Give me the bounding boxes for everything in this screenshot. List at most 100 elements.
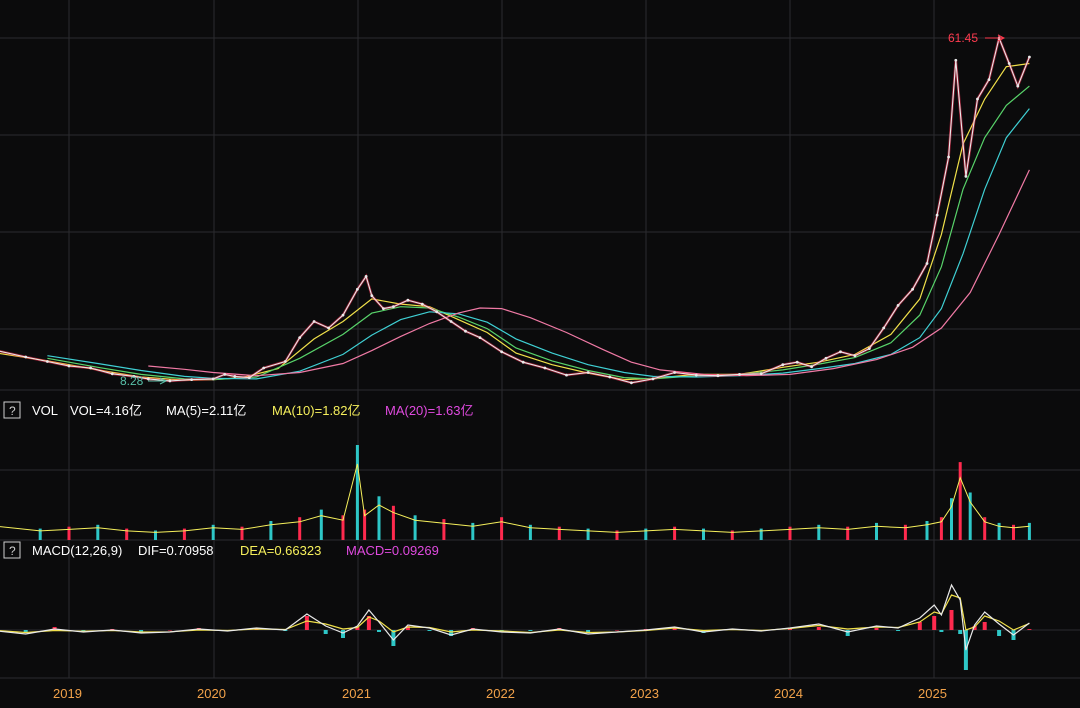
volume-bar (983, 517, 987, 540)
volume-bar (67, 526, 71, 540)
question-icon[interactable]: ? (9, 404, 16, 418)
macd-histogram-bar (615, 630, 619, 631)
price-point (651, 377, 655, 381)
volume-bar (182, 528, 186, 540)
macd-histogram-bar (949, 610, 954, 630)
price-point (382, 307, 385, 310)
macd-histogram-bar (958, 630, 963, 634)
price-point (810, 365, 813, 369)
macd-histogram-bar (377, 630, 381, 632)
macd-dif: DIF=0.70958 (138, 543, 214, 558)
macd-dif-line (0, 583, 1030, 651)
x-tick-label: 2025 (918, 686, 947, 701)
price-point (954, 58, 958, 62)
high-marker-arrow-head (997, 34, 1006, 42)
volume-bar (759, 528, 763, 540)
volume-bar (673, 526, 677, 540)
price-point (964, 175, 968, 178)
volume-bar (950, 498, 953, 540)
price-point (67, 364, 71, 368)
price-point (673, 371, 676, 374)
macd-histogram-bar (939, 630, 944, 632)
price-point (190, 378, 194, 381)
price-point (1007, 62, 1011, 65)
macd-histogram-bar (874, 628, 879, 630)
vol-title: VOL (32, 403, 58, 418)
volume-bar (471, 522, 475, 540)
price-point (867, 347, 871, 350)
vol-help-box[interactable] (3, 401, 21, 419)
volume-bar (528, 524, 532, 540)
volume-bar (96, 524, 100, 540)
vol-ma20: MA(20)=1.63亿 (385, 403, 474, 418)
volume-bar (240, 526, 244, 540)
price-point (233, 375, 237, 378)
volume-bar (355, 445, 359, 540)
volume-bar (817, 524, 821, 540)
price-point (283, 360, 287, 363)
volume-bar (363, 509, 367, 540)
macd-histogram-bar (896, 630, 901, 631)
volume-bar (997, 522, 1001, 540)
price-point (1016, 84, 1020, 88)
price-point (24, 355, 28, 359)
price-point (449, 320, 453, 323)
price-point (435, 310, 439, 314)
price-point (146, 377, 150, 381)
x-tick-label: 2024 (774, 686, 803, 701)
ma-short-line (0, 62, 1030, 381)
macd-panel (0, 583, 1032, 670)
question-icon[interactable]: ? (9, 544, 16, 558)
price-point (406, 298, 410, 302)
price-point (716, 374, 720, 378)
price-point (211, 377, 215, 381)
price-point (89, 366, 92, 370)
price-point (262, 366, 266, 370)
x-tick-label: 2020 (197, 686, 226, 701)
macd-histogram-bar (355, 627, 360, 630)
volume-bar (557, 526, 561, 540)
macd-histogram-bar (672, 628, 677, 630)
macd-value: MACD=0.09269 (346, 543, 439, 558)
volume-bar (442, 519, 446, 540)
price-point (478, 336, 482, 339)
volume-bar (925, 521, 929, 540)
price-panel: 61.45 8.28 (0, 31, 1031, 388)
price-point (853, 354, 857, 358)
moving-average-lines (0, 62, 1030, 381)
macd-histogram-bar (167, 630, 172, 631)
macd-histogram-bar (816, 627, 821, 630)
volume-bar (341, 515, 345, 540)
macd-histogram-bar (405, 626, 410, 630)
price-line (0, 36, 1030, 384)
volume-bar (125, 528, 129, 540)
price-point (911, 287, 914, 291)
price-point (392, 305, 395, 309)
volume-bar (38, 528, 42, 540)
volume-bar (1027, 522, 1031, 540)
macd-help-box[interactable] (3, 541, 21, 559)
volume-bar (702, 528, 705, 540)
volume-bar (586, 528, 590, 540)
price-point (608, 375, 612, 379)
volume-bar (500, 517, 504, 540)
macd-histogram-bar (932, 616, 937, 630)
price-point (341, 313, 345, 317)
volume-bar (298, 517, 302, 540)
macd-histogram-bar (586, 630, 591, 633)
macd-histogram-bar (528, 630, 533, 631)
price-point (223, 373, 227, 376)
volume-bar (615, 530, 619, 540)
price-point (168, 379, 172, 383)
price-point (781, 363, 785, 367)
price-line-group (0, 33, 1031, 385)
macd-histogram-bar (427, 630, 432, 631)
ma-long-line (47, 108, 1030, 380)
macd-dea: DEA=0.66323 (240, 543, 321, 558)
macd-histogram-bar (1027, 629, 1032, 630)
x-tick-label: 2019 (53, 686, 82, 701)
macd-histogram-bar (997, 630, 1002, 636)
x-tick-label: 2023 (630, 686, 659, 701)
price-point (824, 356, 828, 360)
